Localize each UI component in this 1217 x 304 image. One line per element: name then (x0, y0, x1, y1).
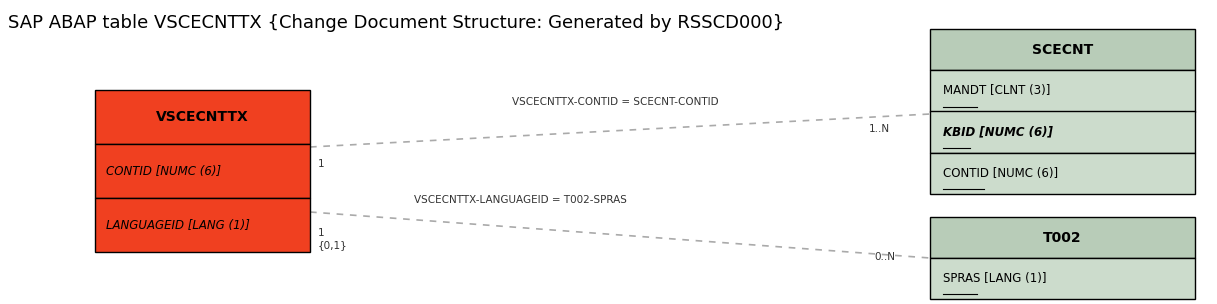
Text: CONTID [NUMC (6)]: CONTID [NUMC (6)] (106, 164, 220, 178)
Text: KBID: KBID (943, 135, 976, 148)
Text: VSCECNTTX-LANGUAGEID = T002-SPRAS: VSCECNTTX-LANGUAGEID = T002-SPRAS (414, 195, 627, 205)
Text: VSCECNTTX-CONTID = SCECNT-CONTID: VSCECNTTX-CONTID = SCECNT-CONTID (511, 97, 718, 107)
Text: KBID [NUMC (6)]: KBID [NUMC (6)] (943, 126, 1053, 139)
Text: CONTID [NUMC (6)]: CONTID [NUMC (6)] (943, 167, 1059, 180)
Text: 1: 1 (318, 159, 325, 169)
Text: SPRAS [LANG (1)]: SPRAS [LANG (1)] (943, 272, 1047, 285)
Text: MANDT: MANDT (943, 94, 987, 106)
Bar (930, 153, 1195, 194)
Text: 1..N: 1..N (869, 124, 890, 134)
Bar (930, 29, 1195, 70)
Bar (930, 217, 1195, 258)
Bar (930, 258, 1195, 299)
Text: SCECNT: SCECNT (1032, 43, 1093, 57)
Bar (95, 90, 310, 144)
Text: CONTID: CONTID (943, 176, 989, 189)
Bar (930, 70, 1195, 112)
Bar (95, 144, 310, 198)
Text: T002: T002 (1043, 230, 1082, 244)
Text: MANDT [CLNT (3)]: MANDT [CLNT (3)] (943, 85, 1050, 97)
Text: SPRAS: SPRAS (943, 281, 981, 294)
Text: SAP ABAP table VSCECNTTX {Change Document Structure: Generated by RSSCD000}: SAP ABAP table VSCECNTTX {Change Documen… (9, 14, 784, 32)
Bar (95, 198, 310, 252)
Text: LANGUAGEID [LANG (1)]: LANGUAGEID [LANG (1)] (106, 219, 249, 232)
Bar (930, 112, 1195, 153)
Text: 0..N: 0..N (874, 252, 894, 262)
Text: 1
{0,1}: 1 {0,1} (318, 228, 348, 250)
Text: VSCECNTTX: VSCECNTTX (156, 110, 248, 124)
